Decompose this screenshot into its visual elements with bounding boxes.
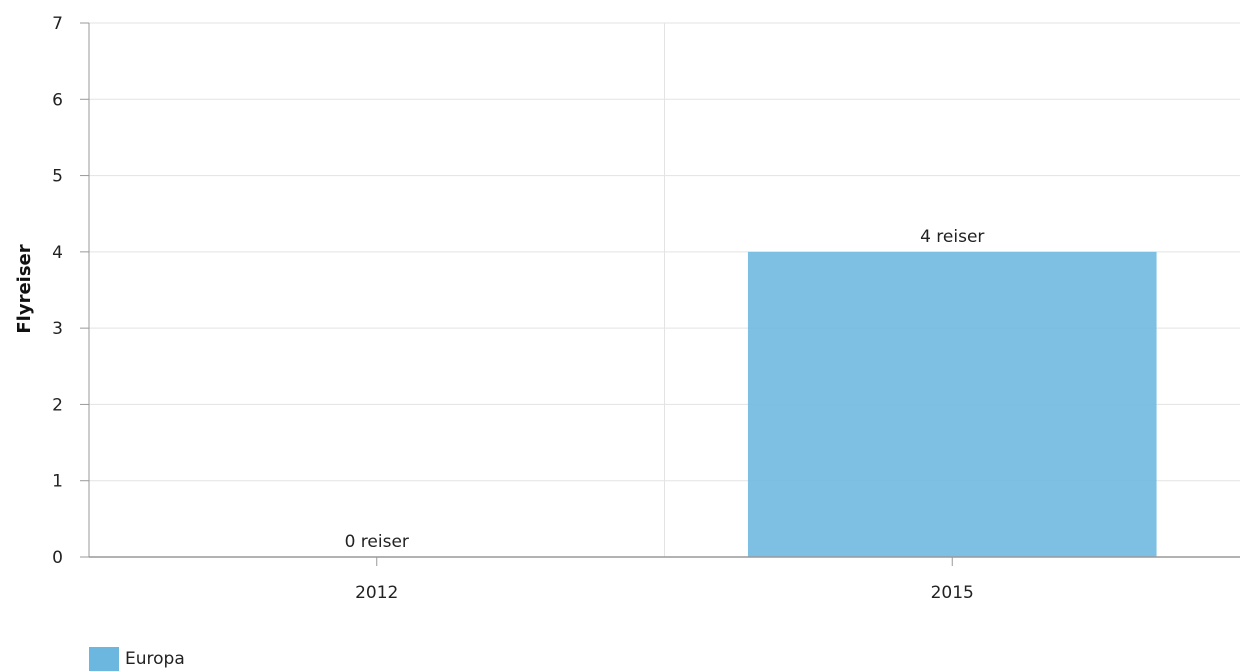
bar-2015 — [747, 251, 1157, 557]
labels: 0 reiser 4 reiser — [345, 227, 985, 552]
y-tick-label-1: 1 — [52, 472, 63, 492]
data-label-2015: 4 reiser — [920, 227, 984, 247]
legend-swatch-europa — [89, 647, 119, 671]
y-tick-label-3: 3 — [52, 319, 63, 339]
x-tick-label-2012: 2012 — [355, 583, 398, 603]
y-tick-label-4: 4 — [52, 243, 63, 263]
axes: 0 1 2 3 4 5 6 7 2012 2015 — [52, 14, 1240, 603]
y-axis-title: Flyreiser — [14, 244, 35, 333]
bars — [747, 251, 1157, 557]
x-tick-label-2015: 2015 — [931, 583, 974, 603]
y-tick-label-2: 2 — [52, 395, 63, 415]
y-tick-label-0: 0 — [52, 548, 63, 568]
y-tick-label-5: 5 — [52, 167, 63, 187]
legend-label-europa: Europa — [125, 649, 185, 669]
data-label-2012: 0 reiser — [345, 532, 409, 552]
y-tick-label-6: 6 — [52, 90, 63, 110]
gridlines — [89, 22, 1240, 557]
legend[interactable]: Europa — [89, 647, 185, 671]
y-tick-label-7: 7 — [52, 14, 63, 34]
